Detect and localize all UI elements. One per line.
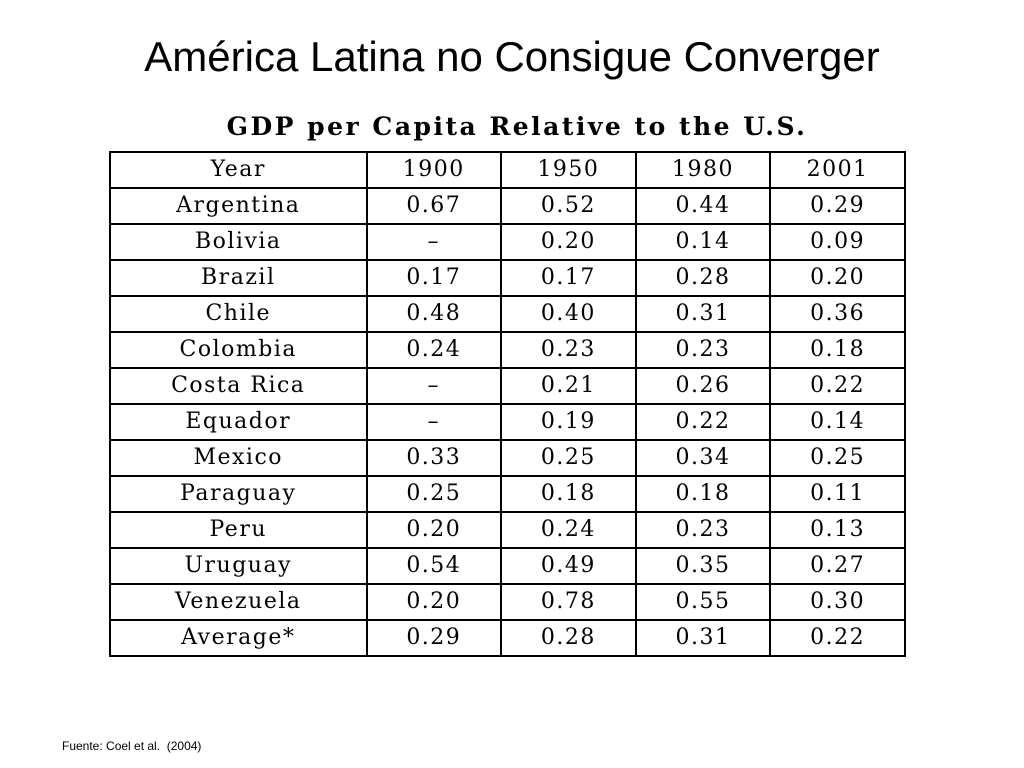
value-cell-2001: 0.27 — [769, 547, 906, 585]
value-cell-1980: 0.55 — [634, 583, 772, 621]
table-header-row: Year 1900 1950 1980 2001 — [109, 151, 906, 189]
value-cell-1950: 0.40 — [500, 295, 637, 333]
value-cell-1900: 0.17 — [365, 259, 503, 297]
value-cell-2001: 0.11 — [769, 475, 906, 513]
country-cell: Equador — [109, 403, 368, 441]
value-cell-2001: 0.18 — [769, 331, 906, 369]
value-cell-1900: 0.20 — [365, 583, 503, 621]
value-cell-2001: 0.25 — [769, 439, 906, 477]
table-body: Argentina 0.67 0.52 0.44 0.29 Bolivia –0.20 0.1… — [109, 187, 906, 657]
value-cell-1900: 0.20 — [365, 511, 503, 549]
value-cell-1950: 0.25 — [500, 439, 637, 477]
value-cell-2001: 0.14 — [769, 403, 906, 441]
value-cell-1900: 0.33 — [365, 439, 503, 477]
value-cell-2001: 0.30 — [769, 583, 906, 621]
country-cell: Bolivia — [109, 223, 368, 261]
value-cell-1980: 0.14 — [634, 223, 772, 261]
value-cell-1950: 0.20 — [500, 223, 637, 261]
table-row: Peru 0.20 0.24 0.23 0.13 — [109, 511, 906, 549]
value-cell-1980: 0.23 — [634, 331, 772, 369]
value-cell-2001: 0.22 — [769, 619, 906, 657]
table-row: Argentina 0.67 0.52 0.44 0.29 — [109, 187, 906, 225]
value-cell-1900: 0.29 — [365, 619, 503, 657]
gdp-table: Year 1900 1950 1980 2001 Argentina 0.67 0.… — [109, 151, 906, 657]
value-cell-1950: 0.21 — [500, 367, 637, 405]
value-cell-2001: 0.09 — [769, 223, 906, 261]
value-cell-1980: 0.44 — [634, 187, 772, 225]
header-cell-year: Year — [109, 151, 368, 189]
table-caption: GDP per Capita Relative to the U.S. — [226, 112, 808, 141]
value-cell-1980: 0.35 — [634, 547, 772, 585]
value-cell-2001: 0.36 — [769, 295, 906, 333]
country-cell: Average* — [109, 619, 368, 657]
slide-title: América Latina no Consigue Converger — [144, 33, 880, 80]
country-cell: Colombia — [109, 331, 368, 369]
table-row: Brazil 0.17 0.17 0.28 0.20 — [109, 259, 906, 297]
country-cell: Brazil — [109, 259, 368, 297]
value-cell-1950: 0.78 — [500, 583, 637, 621]
country-cell: Argentina — [109, 187, 368, 225]
country-cell: Chile — [109, 295, 368, 333]
value-cell-1980: 0.28 — [634, 259, 772, 297]
value-cell-1980: 0.34 — [634, 439, 772, 477]
table-row: Costa Rica –0.21 0.26 0.22 — [109, 367, 906, 405]
country-cell: Venezuela — [109, 583, 368, 621]
table-row: Chile 0.48 0.40 0.31 0.36 — [109, 295, 906, 333]
value-cell-1950: 0.23 — [500, 331, 637, 369]
value-cell-1980: 0.18 — [634, 475, 772, 513]
value-cell-1980: 0.31 — [634, 619, 772, 657]
value-cell-1950: 0.52 — [500, 187, 637, 225]
value-cell-2001: 0.22 — [769, 367, 906, 405]
header-cell-1900: 1900 — [365, 151, 503, 189]
value-cell-1980: 0.26 — [634, 367, 772, 405]
table-row: Colombia 0.24 0.23 0.23 0.18 — [109, 331, 906, 369]
table-row: Equador –0.19 0.22 0.14 — [109, 403, 906, 441]
value-cell-1900: – — [365, 367, 503, 405]
value-cell-2001: 0.20 — [769, 259, 906, 297]
country-cell: Mexico — [109, 439, 368, 477]
table-row: Venezuela 0.20 0.78 0.55 0.30 — [109, 583, 906, 621]
country-cell: Costa Rica — [109, 367, 368, 405]
header-cell-1980: 1980 — [634, 151, 772, 189]
value-cell-1900: 0.54 — [365, 547, 503, 585]
value-cell-1950: 0.28 — [500, 619, 637, 657]
value-cell-1980: 0.23 — [634, 511, 772, 549]
table-row: Mexico 0.33 0.25 0.34 0.25 — [109, 439, 906, 477]
value-cell-1900: 0.48 — [365, 295, 503, 333]
value-cell-2001: 0.13 — [769, 511, 906, 549]
value-cell-1950: 0.17 — [500, 259, 637, 297]
table-row: Bolivia –0.20 0.14 0.09 — [109, 223, 906, 261]
country-cell: Paraguay — [109, 475, 368, 513]
country-cell: Peru — [109, 511, 368, 549]
table-row: Average* 0.29 0.28 0.31 0.22 — [109, 619, 906, 657]
value-cell-1900: 0.25 — [365, 475, 503, 513]
header-cell-1950: 1950 — [500, 151, 637, 189]
value-cell-2001: 0.29 — [769, 187, 906, 225]
value-cell-1950: 0.24 — [500, 511, 637, 549]
value-cell-1980: 0.22 — [634, 403, 772, 441]
value-cell-1900: – — [365, 223, 503, 261]
value-cell-1980: 0.31 — [634, 295, 772, 333]
source-note: Fuente: Coel et al. (2004) — [62, 739, 202, 753]
header-cell-2001: 2001 — [769, 151, 906, 189]
value-cell-1950: 0.18 — [500, 475, 637, 513]
country-cell: Uruguay — [109, 547, 368, 585]
table-row: Uruguay 0.54 0.49 0.35 0.27 — [109, 547, 906, 585]
value-cell-1900: – — [365, 403, 503, 441]
value-cell-1950: 0.49 — [500, 547, 637, 585]
table-row: Paraguay 0.25 0.18 0.18 0.11 — [109, 475, 906, 513]
value-cell-1900: 0.67 — [365, 187, 503, 225]
value-cell-1950: 0.19 — [500, 403, 637, 441]
value-cell-1900: 0.24 — [365, 331, 503, 369]
